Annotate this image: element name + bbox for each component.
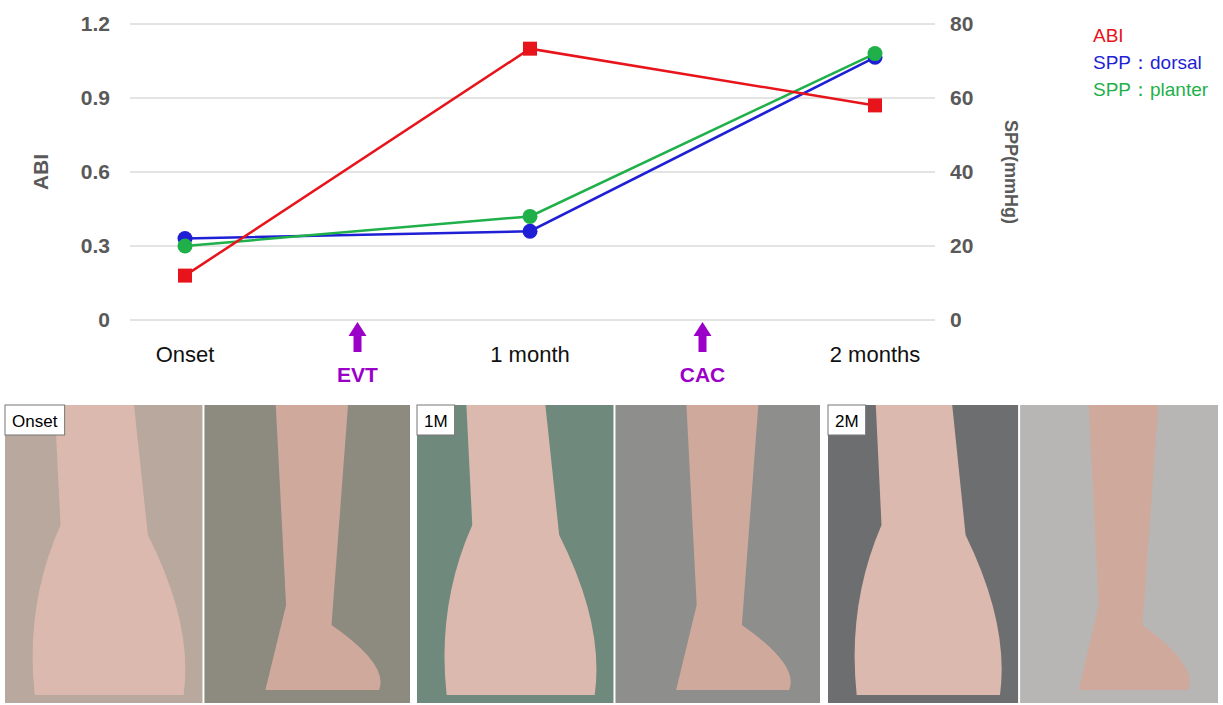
y2-tick (930, 172, 935, 173)
y2-tick (930, 98, 935, 99)
x-tick-label: Onset (156, 342, 215, 367)
y-tick-label: 1.2 (81, 12, 110, 35)
marker (523, 42, 537, 56)
legend-entry: SPP：planter (1093, 79, 1209, 100)
photo-foot (855, 405, 1002, 695)
grid-line (130, 98, 930, 99)
photo-label: Onset (12, 412, 58, 431)
photo (204, 405, 410, 703)
grid-line (130, 320, 930, 321)
y-tick-label: 0.6 (81, 160, 110, 183)
photo-label: 1M (424, 412, 448, 431)
annotation-text: EVT (337, 363, 378, 386)
grid-line (130, 24, 930, 25)
x-tick-label: 2 months (830, 342, 921, 367)
marker (523, 209, 538, 224)
y2-tick (930, 320, 935, 321)
y2-tick (930, 246, 935, 247)
photo (615, 405, 820, 703)
photo-foot (33, 405, 186, 695)
photo-leg (1079, 405, 1190, 690)
y-axis-title: ABI (29, 154, 52, 190)
legend-entry: SPP：dorsal (1093, 52, 1202, 73)
y2-tick-label: 20 (950, 234, 973, 257)
plot-area (178, 42, 883, 283)
marker (178, 269, 192, 283)
annotation-arrow (349, 322, 367, 352)
y2-tick (930, 24, 935, 25)
y2-axis-title: SPP(mmHg) (1001, 120, 1021, 224)
marker (868, 46, 883, 61)
photo-label-bg (5, 405, 65, 435)
photo-label-bg (417, 405, 455, 435)
y-tick-label: 0.3 (81, 234, 110, 257)
photo-leg (676, 405, 791, 690)
y-tick-label: 0.9 (81, 86, 110, 109)
y2-tick-label: 60 (950, 86, 973, 109)
x-tick-label: 1 month (490, 342, 570, 367)
grid-line (130, 172, 930, 173)
y2-tick-label: 40 (950, 160, 973, 183)
photo (417, 405, 613, 703)
y2-tick-label: 80 (950, 12, 973, 35)
y2-tick-label: 0 (950, 308, 962, 331)
photo (5, 405, 202, 703)
annotation-arrow (694, 322, 712, 352)
grid-line (130, 246, 930, 247)
series-line (185, 54, 875, 246)
photo-label: 2M (835, 412, 859, 431)
photo-label-bg (828, 405, 866, 435)
photo (1020, 405, 1218, 703)
annotation-text: CAC (680, 363, 726, 386)
photo (828, 405, 1018, 703)
photo-foot (444, 405, 596, 695)
photo-leg (265, 405, 380, 690)
series-line (185, 49, 875, 276)
legend-entry: ABI (1093, 25, 1124, 46)
marker (868, 98, 882, 112)
marker (523, 224, 538, 239)
marker (178, 239, 193, 254)
series-line (185, 57, 875, 238)
y-tick-label: 0 (98, 308, 110, 331)
